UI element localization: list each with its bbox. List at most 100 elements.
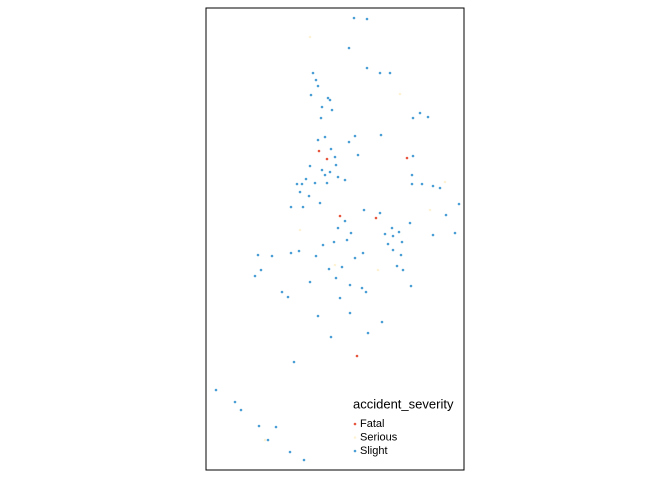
point xyxy=(418,111,422,115)
point xyxy=(366,331,370,335)
point xyxy=(292,360,296,364)
point xyxy=(397,230,401,234)
point xyxy=(288,450,292,454)
point xyxy=(309,93,313,97)
point xyxy=(431,184,435,188)
point xyxy=(308,35,312,39)
point xyxy=(431,233,435,237)
legend-swatch xyxy=(353,436,357,439)
point xyxy=(320,105,324,109)
point xyxy=(391,248,395,252)
point xyxy=(345,238,349,242)
point xyxy=(408,221,412,225)
point xyxy=(411,116,415,120)
point xyxy=(365,17,369,21)
point xyxy=(349,231,353,235)
point xyxy=(256,253,260,257)
point xyxy=(380,320,384,324)
point xyxy=(378,71,382,75)
point xyxy=(318,201,322,205)
point xyxy=(388,71,392,75)
legend-label: Slight xyxy=(360,445,388,457)
point xyxy=(353,256,357,260)
point xyxy=(316,138,320,142)
point xyxy=(274,425,278,429)
point xyxy=(334,276,338,280)
points xyxy=(214,16,461,462)
point xyxy=(343,219,347,223)
point xyxy=(327,267,331,271)
legend-label: Fatal xyxy=(360,418,384,430)
point xyxy=(411,154,415,158)
point xyxy=(399,253,403,257)
point xyxy=(333,263,337,267)
point xyxy=(289,251,293,255)
point xyxy=(289,205,293,209)
point xyxy=(332,240,336,244)
point xyxy=(410,173,414,177)
point xyxy=(405,156,409,160)
point xyxy=(326,96,330,100)
point xyxy=(336,226,340,230)
point xyxy=(364,290,368,294)
point xyxy=(360,286,364,290)
point xyxy=(383,232,387,236)
point xyxy=(352,16,356,20)
legend-title: accident_severity xyxy=(353,396,454,411)
point xyxy=(353,134,357,138)
point xyxy=(325,157,329,161)
point xyxy=(298,228,302,232)
point xyxy=(321,243,325,247)
map-frame xyxy=(205,7,465,471)
point xyxy=(438,186,442,190)
point xyxy=(317,149,321,153)
point xyxy=(328,170,332,174)
point xyxy=(316,314,320,318)
point xyxy=(257,424,261,428)
point xyxy=(320,168,324,172)
point xyxy=(286,295,290,299)
point xyxy=(428,208,432,212)
point xyxy=(329,335,333,339)
point xyxy=(270,254,274,258)
point xyxy=(348,283,352,287)
legend-label: Serious xyxy=(360,431,398,443)
point xyxy=(325,181,329,185)
point xyxy=(298,190,302,194)
legend-swatch xyxy=(353,422,357,426)
point xyxy=(400,240,404,244)
point xyxy=(355,354,359,358)
point xyxy=(263,438,267,442)
point xyxy=(280,290,284,294)
point xyxy=(313,181,317,185)
point xyxy=(444,213,448,217)
point xyxy=(374,216,378,220)
point xyxy=(330,108,334,112)
point xyxy=(378,211,382,215)
point xyxy=(410,182,414,186)
point xyxy=(239,408,243,412)
point xyxy=(386,242,390,246)
point xyxy=(323,173,327,177)
point xyxy=(347,46,351,50)
point xyxy=(395,264,399,268)
point xyxy=(361,251,365,255)
point xyxy=(443,180,447,184)
point xyxy=(295,182,299,186)
point xyxy=(338,214,342,218)
point xyxy=(319,116,323,120)
point xyxy=(334,163,338,167)
point xyxy=(314,78,318,82)
point xyxy=(329,147,333,151)
legend-swatch xyxy=(353,449,357,453)
point xyxy=(426,115,430,119)
point xyxy=(362,208,366,212)
point xyxy=(301,205,305,209)
point xyxy=(302,458,306,462)
point xyxy=(409,284,413,288)
point xyxy=(365,66,369,70)
point xyxy=(401,268,405,272)
point xyxy=(300,182,304,186)
